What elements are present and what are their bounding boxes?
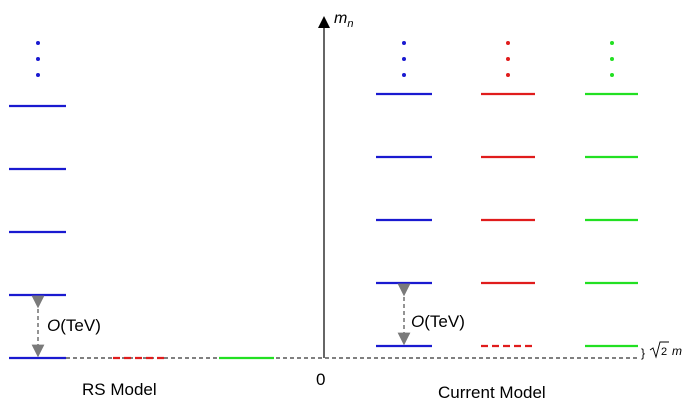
rs-model-spectrum: O(TeV) RS Model <box>9 41 274 399</box>
rs-blue-ellipsis <box>36 41 40 77</box>
offset-mass: m <box>672 344 682 358</box>
origin-label: 0 <box>316 370 325 389</box>
sqrt-symbol <box>649 341 669 359</box>
cm-red-ellipsis <box>506 41 510 77</box>
offset-radicand: 2 <box>661 346 667 358</box>
rs-gap-label: O(TeV) <box>47 316 101 335</box>
current-model-spectrum: O(TeV) } 2 m Current Model <box>376 41 682 402</box>
cm-blue-ellipsis <box>402 41 406 77</box>
current-model-label: Current Model <box>438 383 546 402</box>
cm-green-ellipsis <box>610 41 614 77</box>
sqrt2-mass-annotation: } 2 m <box>641 341 682 360</box>
axis-label: mn <box>334 10 353 30</box>
offset-brace: } <box>641 346 645 360</box>
rs-model-label: RS Model <box>82 380 157 399</box>
cm-gap-label: O(TeV) <box>411 312 465 331</box>
